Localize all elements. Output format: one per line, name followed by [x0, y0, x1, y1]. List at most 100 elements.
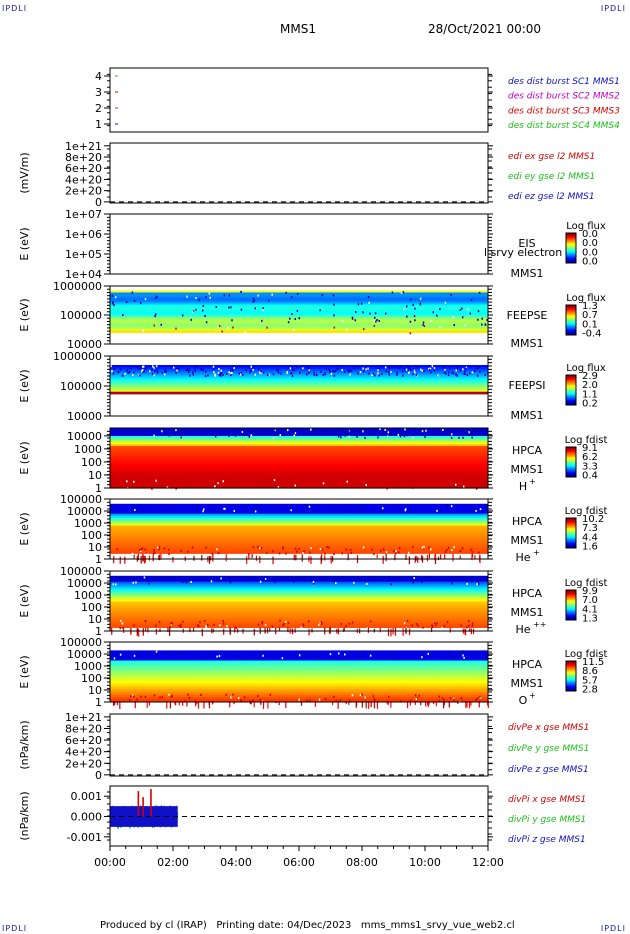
mission-title: MMS1 [280, 22, 316, 36]
colorbar-swatch [566, 528, 576, 530]
colorbar-tick-label: 11.5 [582, 657, 604, 668]
spectrogram-speckle [371, 374, 373, 377]
spectrogram-band [110, 454, 488, 457]
spectrogram-speckle [360, 653, 363, 656]
spectrogram-speckle [455, 373, 457, 376]
spectrogram-speckle [475, 698, 477, 701]
colorbar-swatch [566, 677, 576, 679]
colorbar-swatch [566, 452, 576, 454]
spectrogram-speckle [391, 506, 393, 509]
spectrogram-tail [402, 628, 404, 636]
spectrogram-speckle [477, 580, 480, 583]
spectrogram-band [110, 320, 488, 324]
colorbar-tick-label: 5.7 [582, 675, 598, 686]
spectrogram-tail [278, 701, 280, 706]
spectrogram-speckle [446, 504, 448, 507]
spectrogram-speckle [441, 627, 443, 630]
spectrogram-speckle [185, 577, 187, 580]
spectrogram-speckle [144, 367, 147, 370]
spectrogram-speckle [357, 366, 359, 369]
colorbar-swatch [566, 454, 576, 457]
spectrogram-speckle [404, 508, 407, 511]
legend-entry: des dist burst SC4 MMS4 [508, 121, 620, 131]
spectrogram-speckle [334, 655, 336, 658]
spectrogram-speckle [307, 620, 310, 623]
spectrogram-tail [145, 628, 147, 632]
colorbar-swatch [566, 331, 576, 333]
spectrogram-tail [201, 628, 203, 637]
spectrogram-speckle [351, 433, 354, 436]
spectrogram-speckle [192, 373, 195, 376]
spectrogram-speckle [341, 369, 343, 372]
x-tick-label: 08:00 [346, 856, 378, 869]
legend-entry: divPi z gse MMS1 [508, 835, 586, 845]
spectrogram-speckle [465, 367, 467, 370]
spectrogram-speckle [401, 370, 404, 373]
spectrogram-tail [172, 556, 174, 563]
colorbar-swatch [566, 545, 576, 548]
colorbar-swatch [566, 455, 576, 458]
colorbar-swatch [566, 616, 576, 618]
spectrogram-tail [365, 701, 367, 709]
colorbar-swatch [566, 388, 576, 391]
spectrogram-speckle [309, 551, 311, 554]
spectrogram-tail [367, 627, 370, 633]
spectrogram-speckle [350, 369, 353, 372]
spectrogram-speckle [237, 654, 240, 657]
spectrogram-speckle [459, 365, 461, 368]
spectrogram-tail [223, 628, 225, 635]
colorbar-swatch [566, 668, 576, 671]
spectrogram-speckle [175, 487, 177, 490]
colorbar-swatch [566, 310, 576, 312]
spectrogram-speckle [388, 373, 391, 376]
spectrogram-band [110, 444, 488, 447]
spectrogram-speckle [115, 583, 117, 586]
colorbar-swatch [566, 327, 576, 330]
spectrogram-speckle [453, 698, 455, 701]
spectrogram-speckle [202, 304, 205, 307]
spectrogram-speckle [333, 374, 336, 377]
spectrogram-tail [468, 628, 471, 632]
spectrogram-speckle [140, 695, 142, 698]
spectrogram-speckle [195, 308, 197, 311]
colorbar-swatch [566, 597, 576, 600]
spectrogram-band [110, 328, 488, 332]
spectrogram-speckle [433, 367, 436, 370]
colorbar-title: Log fdist [565, 506, 608, 517]
spectrogram-tail [435, 701, 437, 707]
spectrogram-speckle [180, 436, 182, 439]
spectrogram-tail [267, 701, 269, 709]
spectrogram-speckle [367, 367, 369, 370]
spectrogram-speckle [184, 700, 186, 703]
spectrogram-tail [471, 554, 473, 561]
spectrogram-speckle [269, 485, 271, 488]
spectrogram-speckle [273, 479, 276, 482]
spectrogram-speckle [229, 369, 231, 372]
spectrogram-speckle [215, 504, 218, 507]
spectrogram-band [110, 513, 488, 517]
spectrogram-speckle [307, 654, 309, 657]
spectrogram-speckle [477, 310, 480, 313]
spectrogram-speckle [398, 551, 400, 554]
spectrogram-speckle [333, 553, 335, 556]
spectrogram-speckle [423, 325, 426, 328]
spectrogram-tail [427, 701, 429, 707]
spectrogram-tail [178, 701, 180, 706]
spectrogram-speckle [225, 373, 228, 376]
spectrogram-speckle [486, 319, 488, 322]
species-label: O [519, 694, 528, 707]
spectrogram-speckle [205, 546, 207, 549]
spectrogram-speckle [168, 553, 170, 556]
colorbar-tick-label: 7.3 [582, 523, 598, 534]
spectrogram-speckle [399, 700, 402, 703]
spectrogram-speckle [395, 550, 397, 553]
x-tick-label: 06:00 [283, 856, 315, 869]
spectrogram-speckle [460, 697, 463, 700]
spectrogram-speckle [110, 365, 112, 368]
spectrogram-speckle [259, 698, 262, 701]
spectrogram-speckle [276, 369, 278, 372]
spectrogram-speckle [170, 622, 172, 625]
spectrogram-speckle [445, 548, 448, 551]
spectrogram-speckle [224, 578, 226, 581]
y-tick-label: 2e+20 [65, 185, 102, 198]
